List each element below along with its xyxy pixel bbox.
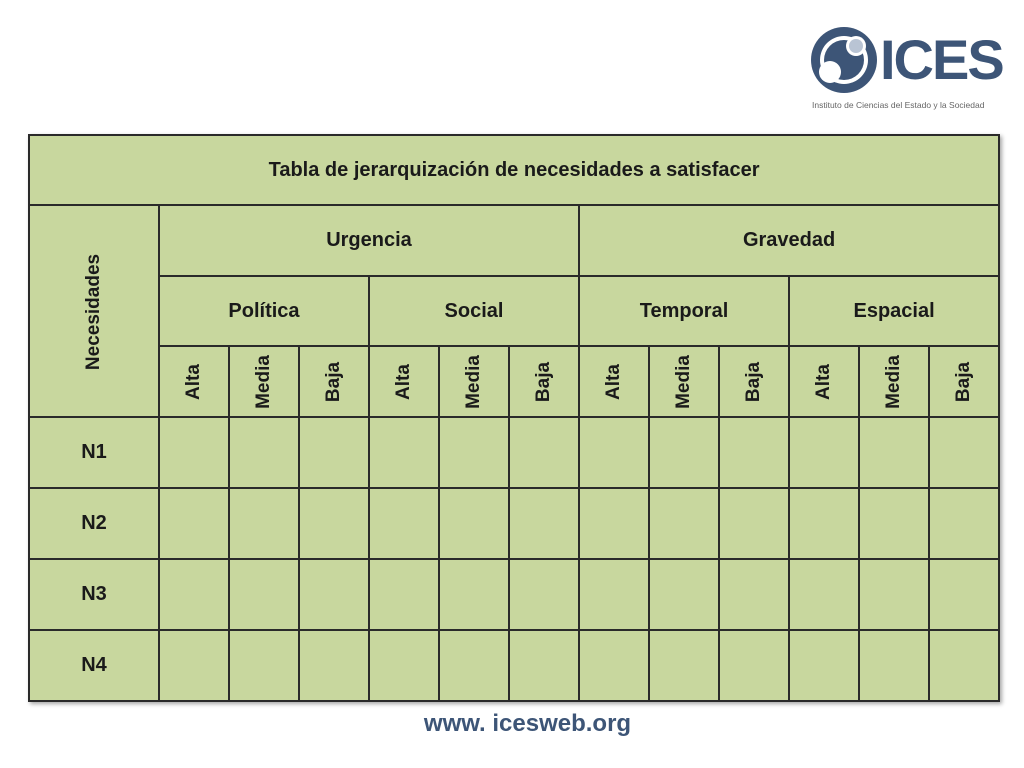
level-label: Alta — [813, 364, 834, 400]
table-cell — [858, 487, 930, 560]
table-cell — [438, 629, 510, 702]
level-label: Baja — [322, 361, 344, 403]
website-url[interactable]: www. icesweb.org — [423, 710, 632, 737]
level-header: Media — [858, 345, 930, 418]
ices-logo: ICES Instituto de Ciencias del Estado y … — [810, 26, 1005, 116]
level-label: Media — [462, 355, 484, 409]
table-cell — [438, 487, 510, 560]
level-label: Baja — [742, 361, 764, 403]
table-cell — [158, 416, 230, 489]
table-row: N2 — [28, 487, 1001, 560]
level-label: Alta — [603, 364, 624, 400]
level-label: Media — [882, 355, 904, 409]
table-cell — [578, 416, 650, 489]
table-cell — [648, 416, 720, 489]
table-cell — [368, 416, 440, 489]
table-cell — [438, 558, 510, 631]
table-cell — [648, 629, 720, 702]
table-cell — [158, 558, 230, 631]
table-cell — [788, 558, 860, 631]
table-cell — [508, 416, 580, 489]
table-cell — [927, 558, 1001, 631]
table-cell — [368, 558, 440, 631]
prioritization-table: Tabla de jerarquización de necesidades a… — [27, 134, 1001, 702]
subgroup-header: Temporal — [578, 275, 790, 347]
table-cell — [298, 629, 370, 702]
table-cell — [788, 629, 860, 702]
level-label: Alta — [393, 364, 414, 400]
table-cell — [718, 487, 790, 560]
row-label: N4 — [28, 629, 160, 702]
table-title: Tabla de jerarquización de necesidades a… — [27, 134, 1001, 206]
row-header-label: Necesidades — [83, 253, 104, 370]
row-label: N3 — [28, 558, 160, 631]
table-row: N4 — [28, 629, 1001, 702]
table-cell — [298, 558, 370, 631]
level-header: Baja — [718, 345, 790, 418]
logo-name: ICES — [880, 28, 1005, 91]
table-cell — [648, 558, 720, 631]
group-header: Urgencia — [158, 204, 580, 277]
table-cell — [298, 487, 370, 560]
table-row: N1 — [28, 416, 1001, 489]
level-header: Alta — [578, 345, 650, 418]
table-cell — [438, 416, 510, 489]
table-cell — [858, 558, 930, 631]
table-cell — [368, 487, 440, 560]
row-label: N1 — [28, 416, 160, 489]
table-cell — [858, 629, 930, 702]
table-cell — [508, 558, 580, 631]
level-header: Baja — [298, 345, 370, 418]
table-cell — [228, 558, 300, 631]
table-cell — [718, 416, 790, 489]
circles-logo-icon — [811, 27, 877, 93]
table-cell — [158, 487, 230, 560]
group-header: Gravedad — [577, 204, 1001, 277]
level-header: Alta — [788, 345, 860, 418]
logo-subtitle: Instituto de Ciencias del Estado y la So… — [812, 100, 985, 110]
table-cell — [228, 629, 300, 702]
level-label: Alta — [183, 364, 204, 400]
table-cell — [228, 487, 300, 560]
table-cell — [368, 629, 440, 702]
level-label: Baja — [532, 361, 554, 403]
level-header: Alta — [368, 345, 440, 418]
table-cell — [298, 416, 370, 489]
table-cell — [718, 558, 790, 631]
level-label: Baja — [953, 361, 975, 403]
level-header: Alta — [158, 345, 230, 418]
table-cell — [158, 629, 230, 702]
subgroup-header: Espacial — [787, 275, 1001, 347]
table-row: N3 — [28, 558, 1001, 631]
level-label: Media — [672, 355, 694, 409]
table-cell — [927, 416, 1001, 489]
table-cell — [578, 487, 650, 560]
table-cell — [578, 629, 650, 702]
level-header: Media — [438, 345, 510, 418]
level-header: Baja — [927, 345, 1001, 418]
table-cell — [508, 487, 580, 560]
level-label: Media — [252, 355, 274, 409]
table-cell — [788, 487, 860, 560]
table-cell — [578, 558, 650, 631]
level-header: Baja — [508, 345, 580, 418]
level-header: Media — [648, 345, 720, 418]
row-header-cell: Necesidades — [28, 204, 160, 418]
table-cell — [858, 416, 930, 489]
table-cell — [718, 629, 790, 702]
table-cell — [228, 416, 300, 489]
row-label: N2 — [28, 487, 160, 560]
subgroup-header: Política — [158, 275, 370, 347]
table-cell — [788, 416, 860, 489]
level-header: Media — [228, 345, 300, 418]
subgroup-header: Social — [368, 275, 580, 347]
table-cell — [508, 629, 580, 702]
table-cell — [927, 487, 1001, 560]
table-cell — [927, 629, 1001, 702]
table-cell — [648, 487, 720, 560]
